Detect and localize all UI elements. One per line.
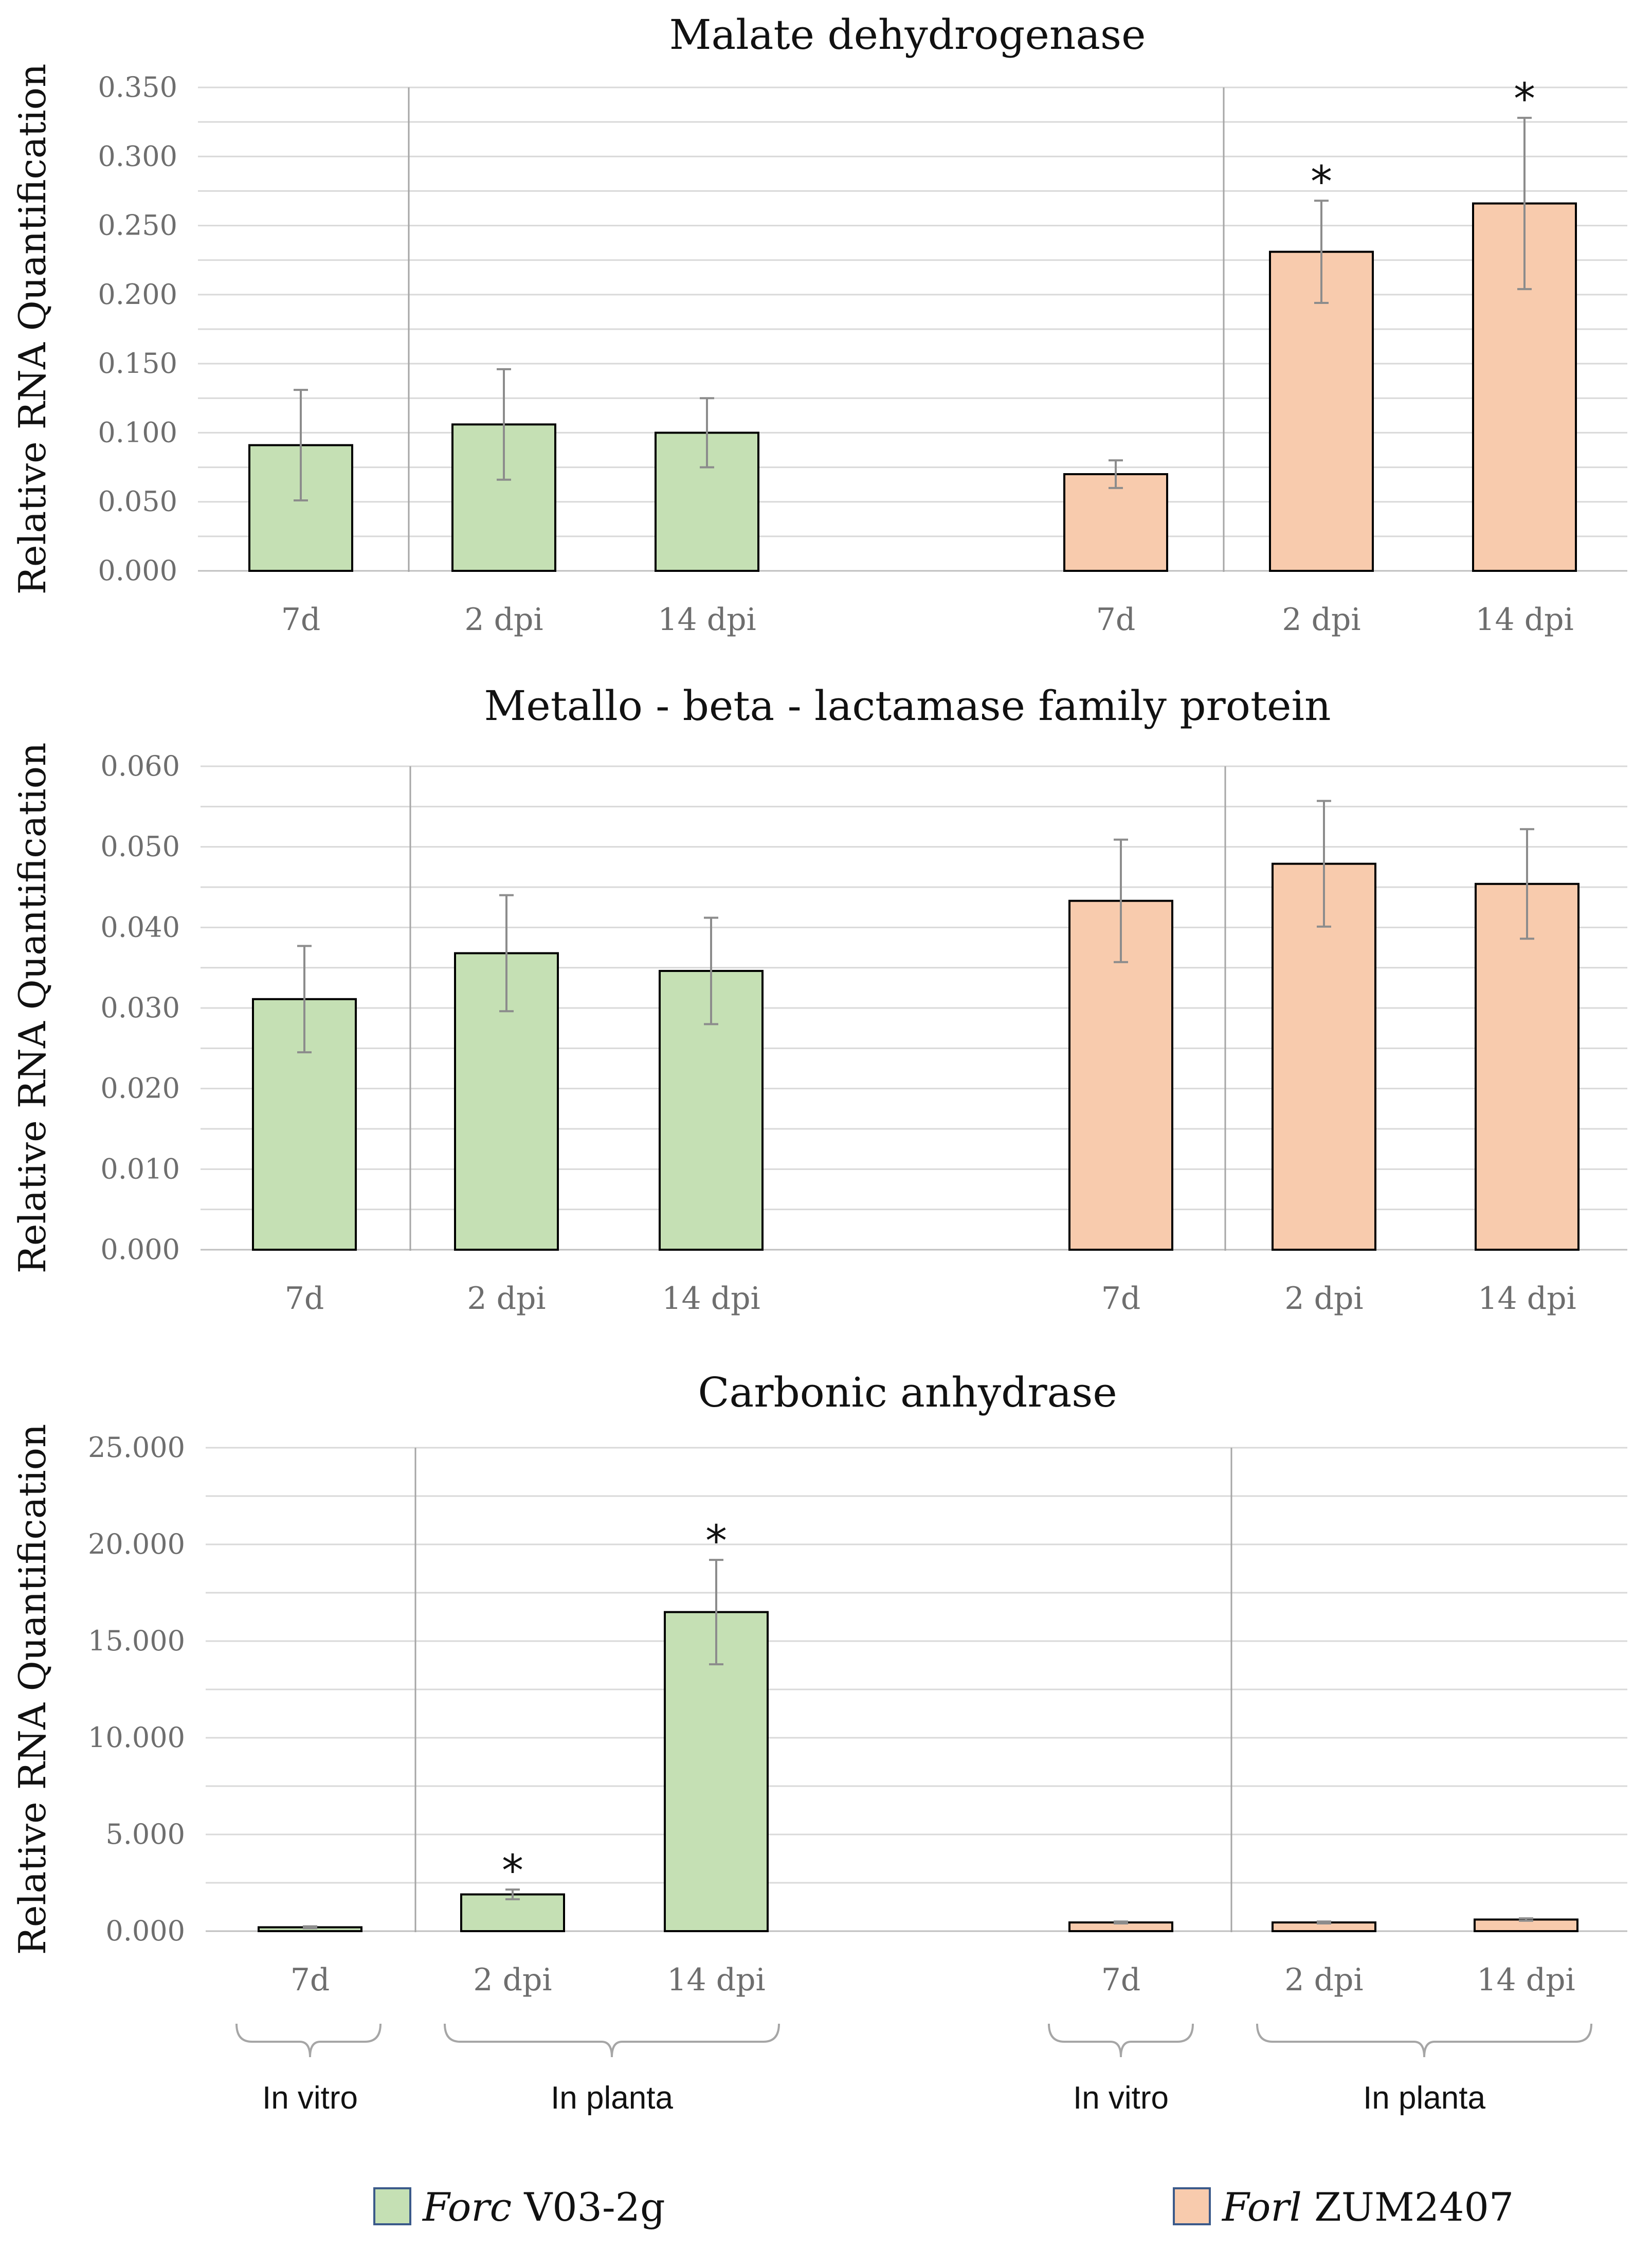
legend-italic-part: Forc: [422, 2184, 512, 2230]
y-tick-label: 25.000: [88, 1431, 185, 1464]
legend-rest-part: ZUM2407: [1302, 2184, 1514, 2230]
y-tick-label: 0.000: [98, 554, 177, 587]
x-tick-label: 7d: [291, 1962, 330, 1998]
chart-title: Metallo - beta - lactamase family protei…: [484, 682, 1331, 730]
y-axis-label: Relative RNA Quantification: [11, 743, 54, 1274]
group-brace: [1256, 2023, 1592, 2058]
bar-forl-1: [1063, 473, 1168, 572]
group-brace: [235, 2023, 382, 2058]
group-label: In vitro: [262, 2080, 358, 2116]
x-tick-label: 7d: [1101, 1281, 1141, 1317]
bar-forl-2: [1269, 250, 1374, 572]
x-tick-label: 14 dpi: [658, 602, 756, 638]
x-tick-label: 14 dpi: [667, 1962, 765, 1998]
y-tick-label: 0.000: [105, 1915, 185, 1947]
x-tick-label: 2 dpi: [1282, 602, 1360, 638]
y-tick-label: 0.020: [100, 1072, 180, 1105]
group-label: In planta: [551, 2080, 673, 2116]
y-tick-label: 0.000: [100, 1233, 180, 1266]
legend: Forc V03-2g Forl ZUM2407: [373, 2184, 1514, 2230]
group-label: In planta: [1363, 2080, 1485, 2116]
x-tick-label: 2 dpi: [473, 1962, 552, 1998]
chart-title: Carbonic anhydrase: [698, 1369, 1117, 1416]
chart-panel-1: Malate dehydrogenase Relative RNA Quantif…: [11, 11, 1627, 638]
y-tick-label: 0.250: [98, 209, 177, 242]
x-tick-label: 14 dpi: [1478, 1281, 1576, 1317]
group-braces: In vitro In planta In vitro In planta: [235, 2023, 1592, 2116]
x-tick-label: 14 dpi: [1475, 602, 1573, 638]
group-brace: [444, 2023, 780, 2058]
y-tick-label: 0.040: [100, 911, 180, 943]
y-axis-label: Relative RNA Quantification: [11, 64, 54, 595]
significance-star: *: [1311, 156, 1332, 207]
chart-panel-3: Carbonic anhydrase Relative RNA Quantific…: [11, 1369, 1627, 1998]
group-brace: [1048, 2023, 1194, 2058]
y-tick-label: 0.030: [100, 992, 180, 1024]
legend-swatch-forc: [373, 2187, 411, 2225]
y-tick-label: 20.000: [88, 1528, 185, 1560]
significance-star: *: [502, 1845, 523, 1896]
y-tick-label: 0.300: [98, 140, 177, 172]
x-tick-label: 7d: [281, 602, 321, 638]
y-tick-label: 0.200: [98, 278, 177, 311]
y-tick-label: 0.010: [100, 1153, 180, 1185]
y-tick-label: 0.100: [98, 416, 177, 448]
x-tick-label: 14 dpi: [662, 1281, 760, 1317]
significance-star: *: [1514, 74, 1535, 124]
y-tick-label: 0.350: [98, 71, 177, 103]
bar-forl-2: [1272, 862, 1376, 1251]
y-tick-label: 0.050: [100, 831, 180, 863]
x-tick-label: 2 dpi: [1284, 1962, 1363, 1998]
legend-swatch-forl: [1173, 2187, 1211, 2225]
y-axis-label: Relative RNA Quantification: [11, 1424, 54, 1955]
chart-panel-2: Metallo - beta - lactamase family protei…: [11, 682, 1627, 1317]
significance-star: *: [705, 1516, 727, 1566]
x-tick-label: 2 dpi: [464, 602, 543, 638]
legend-label-forc: Forc V03-2g: [422, 2184, 665, 2230]
chart-title: Malate dehydrogenase: [669, 11, 1146, 59]
bar-forl-3: [1475, 883, 1580, 1251]
legend-italic-part: Forl: [1221, 2184, 1302, 2230]
x-tick-label: 2 dpi: [1284, 1281, 1363, 1317]
y-tick-label: 5.000: [105, 1818, 185, 1850]
y-tick-label: 0.050: [98, 485, 177, 518]
y-tick-label: 0.060: [100, 750, 180, 782]
legend-rest-part: V03-2g: [512, 2184, 665, 2230]
group-label: In vitro: [1073, 2080, 1169, 2116]
x-tick-label: 14 dpi: [1477, 1962, 1575, 1998]
y-tick-label: 10.000: [88, 1721, 185, 1754]
bar-forc-2: [460, 1893, 565, 1933]
y-tick-label: 15.000: [88, 1625, 185, 1657]
y-tick-label: 0.150: [98, 347, 177, 380]
legend-label-forl: Forl ZUM2407: [1221, 2184, 1514, 2230]
x-tick-label: 7d: [1096, 602, 1136, 638]
x-tick-label: 7d: [1101, 1962, 1141, 1998]
x-tick-label: 7d: [285, 1281, 324, 1317]
x-tick-label: 2 dpi: [467, 1281, 546, 1317]
